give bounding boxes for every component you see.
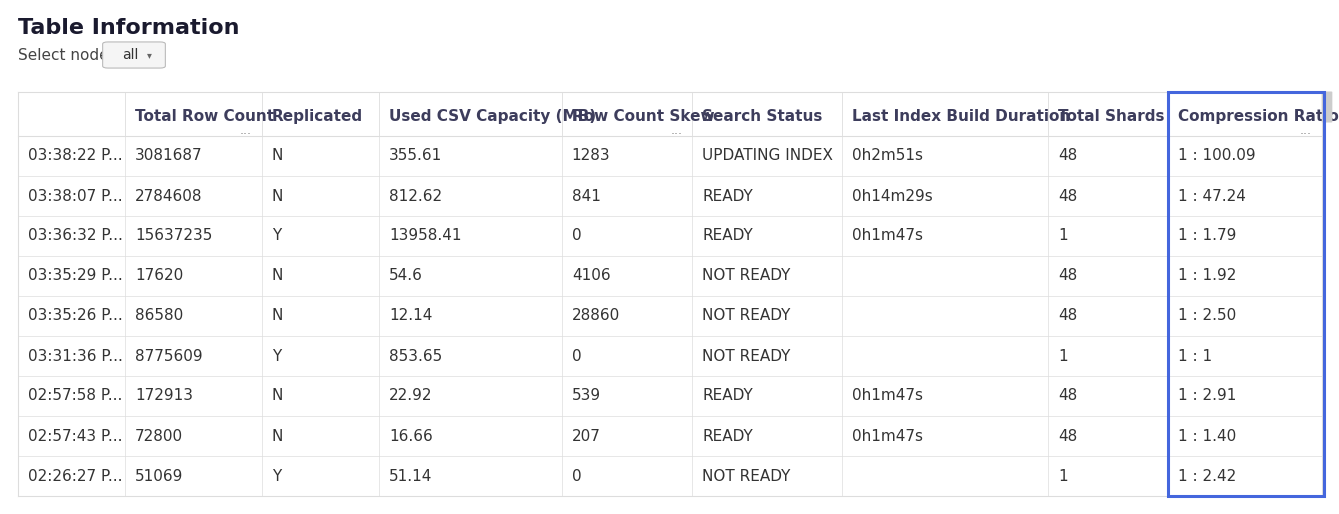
Text: 3081687: 3081687 <box>135 149 202 163</box>
Text: 51.14: 51.14 <box>390 468 432 484</box>
Text: N: N <box>272 268 284 284</box>
FancyBboxPatch shape <box>103 42 165 68</box>
Text: 02:57:58 P...: 02:57:58 P... <box>28 389 122 403</box>
Text: 1283: 1283 <box>572 149 611 163</box>
Text: 03:35:26 P...: 03:35:26 P... <box>28 308 123 323</box>
Text: 1 : 2.50: 1 : 2.50 <box>1178 308 1236 323</box>
Text: Y: Y <box>272 229 281 244</box>
Text: 1: 1 <box>1058 229 1067 244</box>
Text: 48: 48 <box>1058 429 1078 444</box>
Text: Total Row Count: Total Row Count <box>135 109 274 124</box>
Text: 72800: 72800 <box>135 429 183 444</box>
Text: Y: Y <box>272 468 281 484</box>
Text: 172913: 172913 <box>135 389 193 403</box>
Text: 0h1m47s: 0h1m47s <box>852 229 923 244</box>
Text: N: N <box>272 389 284 403</box>
Text: READY: READY <box>702 389 753 403</box>
Text: 48: 48 <box>1058 308 1078 323</box>
Text: READY: READY <box>702 229 753 244</box>
Text: 48: 48 <box>1058 149 1078 163</box>
Text: 0: 0 <box>572 229 581 244</box>
Text: 2784608: 2784608 <box>135 189 202 204</box>
Text: 0: 0 <box>572 468 581 484</box>
Text: Last Index Build Duration: Last Index Build Duration <box>852 109 1070 124</box>
Text: 03:38:22 P...: 03:38:22 P... <box>28 149 123 163</box>
FancyBboxPatch shape <box>1322 91 1332 122</box>
Text: 4106: 4106 <box>572 268 611 284</box>
Text: 16.66: 16.66 <box>390 429 432 444</box>
Text: 1 : 1.92: 1 : 1.92 <box>1178 268 1236 284</box>
Text: 1 : 1: 1 : 1 <box>1178 348 1212 363</box>
Text: 03:35:29 P...: 03:35:29 P... <box>28 268 123 284</box>
Text: Compression Ratio: Compression Ratio <box>1178 109 1339 124</box>
Text: 841: 841 <box>572 189 601 204</box>
Text: 0h1m47s: 0h1m47s <box>852 429 923 444</box>
Text: Select node:: Select node: <box>17 47 114 63</box>
Text: 51069: 51069 <box>135 468 183 484</box>
Text: 0h14m29s: 0h14m29s <box>852 189 933 204</box>
Text: 0h2m51s: 0h2m51s <box>852 149 923 163</box>
Text: 02:26:27 P...: 02:26:27 P... <box>28 468 122 484</box>
Text: READY: READY <box>702 189 753 204</box>
Text: 0h1m47s: 0h1m47s <box>852 389 923 403</box>
Text: N: N <box>272 189 284 204</box>
Text: Search Status: Search Status <box>702 109 822 124</box>
Text: 1: 1 <box>1058 468 1067 484</box>
Text: ...: ... <box>240 124 252 137</box>
Text: READY: READY <box>702 429 753 444</box>
Text: 03:36:32 P...: 03:36:32 P... <box>28 229 123 244</box>
Text: 355.61: 355.61 <box>390 149 442 163</box>
Text: 12.14: 12.14 <box>390 308 432 323</box>
Text: ...: ... <box>1300 124 1312 137</box>
Text: 1 : 1.79: 1 : 1.79 <box>1178 229 1236 244</box>
Text: 0: 0 <box>572 348 581 363</box>
Text: 15637235: 15637235 <box>135 229 213 244</box>
Text: 86580: 86580 <box>135 308 183 323</box>
Text: Y: Y <box>272 348 281 363</box>
Text: 02:57:43 P...: 02:57:43 P... <box>28 429 122 444</box>
Text: 207: 207 <box>572 429 601 444</box>
Text: 28860: 28860 <box>572 308 620 323</box>
Text: 03:31:36 P...: 03:31:36 P... <box>28 348 123 363</box>
Text: Row Count Skew: Row Count Skew <box>572 109 715 124</box>
Text: N: N <box>272 429 284 444</box>
Text: NOT READY: NOT READY <box>702 468 790 484</box>
Text: Replicated: Replicated <box>272 109 363 124</box>
Text: UPDATING INDEX: UPDATING INDEX <box>702 149 833 163</box>
Text: 1 : 2.91: 1 : 2.91 <box>1178 389 1236 403</box>
Text: 539: 539 <box>572 389 601 403</box>
Text: ▾: ▾ <box>147 50 151 60</box>
Text: 812.62: 812.62 <box>390 189 442 204</box>
Text: all: all <box>122 48 138 62</box>
Text: 17620: 17620 <box>135 268 183 284</box>
Text: Total Shards: Total Shards <box>1058 109 1165 124</box>
Text: Used CSV Capacity (MB): Used CSV Capacity (MB) <box>390 109 596 124</box>
Text: ...: ... <box>670 124 682 137</box>
Text: NOT READY: NOT READY <box>702 348 790 363</box>
Text: 8775609: 8775609 <box>135 348 202 363</box>
Text: Table Information: Table Information <box>17 18 240 38</box>
Text: NOT READY: NOT READY <box>702 308 790 323</box>
Text: 1 : 2.42: 1 : 2.42 <box>1178 468 1236 484</box>
Text: 48: 48 <box>1058 268 1078 284</box>
Text: 1 : 100.09: 1 : 100.09 <box>1178 149 1256 163</box>
Text: N: N <box>272 149 284 163</box>
Text: 1: 1 <box>1058 348 1067 363</box>
Text: 54.6: 54.6 <box>390 268 423 284</box>
Text: 1 : 47.24: 1 : 47.24 <box>1178 189 1247 204</box>
Text: 853.65: 853.65 <box>390 348 442 363</box>
Text: 1 : 1.40: 1 : 1.40 <box>1178 429 1236 444</box>
Text: 13958.41: 13958.41 <box>390 229 462 244</box>
Text: 48: 48 <box>1058 389 1078 403</box>
Text: 03:38:07 P...: 03:38:07 P... <box>28 189 123 204</box>
Text: 48: 48 <box>1058 189 1078 204</box>
Text: 22.92: 22.92 <box>390 389 432 403</box>
Text: NOT READY: NOT READY <box>702 268 790 284</box>
Text: N: N <box>272 308 284 323</box>
